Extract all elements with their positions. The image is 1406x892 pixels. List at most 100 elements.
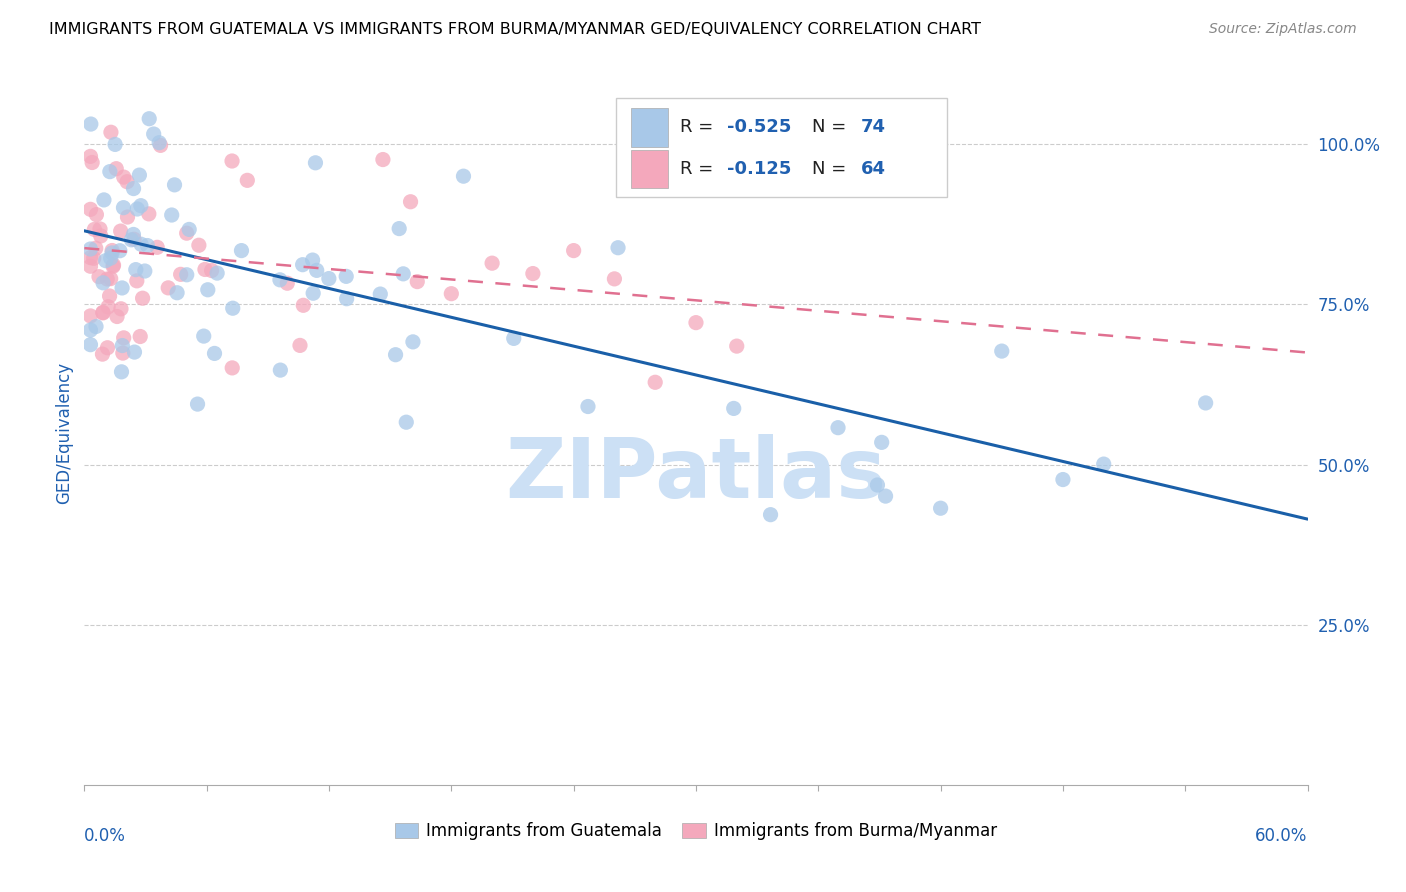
Point — [110, 365, 132, 379]
Point — [163, 178, 186, 192]
Point — [269, 273, 291, 287]
Point — [110, 224, 132, 238]
Point — [101, 244, 124, 258]
Point — [110, 301, 132, 316]
Point — [122, 227, 145, 242]
Point — [98, 289, 121, 303]
Point — [79, 337, 101, 351]
Text: R =: R = — [681, 119, 718, 136]
Text: Source: ZipAtlas.com: Source: ZipAtlas.com — [1209, 22, 1357, 37]
Point — [1195, 396, 1218, 410]
Point — [169, 268, 191, 282]
Point — [104, 137, 127, 152]
Y-axis label: GED/Equivalency: GED/Equivalency — [55, 361, 73, 504]
Point — [79, 323, 101, 337]
Point — [685, 316, 707, 330]
Point — [142, 127, 165, 141]
Point — [204, 346, 226, 360]
Point — [91, 305, 114, 319]
Point — [124, 345, 146, 359]
Point — [392, 267, 415, 281]
Text: 60.0%: 60.0% — [1256, 827, 1308, 846]
Point — [221, 360, 243, 375]
Point — [101, 246, 124, 260]
Point — [292, 298, 315, 312]
Point — [481, 256, 503, 270]
Point — [82, 155, 104, 169]
Point — [108, 244, 131, 258]
Point — [89, 222, 111, 236]
Point — [129, 199, 152, 213]
Point — [371, 153, 394, 167]
Point — [305, 263, 328, 277]
Point — [1092, 457, 1115, 471]
Point — [759, 508, 782, 522]
Point — [136, 238, 159, 252]
Point — [128, 168, 150, 182]
Point — [100, 271, 122, 285]
Point — [122, 181, 145, 195]
Point — [97, 300, 120, 314]
Text: IMMIGRANTS FROM GUATEMALA VS IMMIGRANTS FROM BURMA/MYANMAR GED/EQUIVALENCY CORRE: IMMIGRANTS FROM GUATEMALA VS IMMIGRANTS … — [49, 22, 981, 37]
Point — [91, 306, 114, 320]
Point — [388, 221, 411, 235]
Point — [148, 136, 170, 150]
Point — [395, 415, 418, 429]
Point — [166, 285, 188, 300]
Point — [194, 262, 217, 277]
Point — [453, 169, 475, 184]
Point — [440, 286, 463, 301]
Point — [399, 194, 422, 209]
Point — [222, 301, 245, 316]
Point — [90, 229, 112, 244]
Point — [562, 244, 585, 258]
Point — [205, 266, 228, 280]
Point — [336, 292, 359, 306]
Point — [96, 341, 118, 355]
Text: -0.525: -0.525 — [727, 119, 792, 136]
Point — [723, 401, 745, 416]
Point — [603, 272, 626, 286]
Point — [827, 420, 849, 434]
Point — [302, 286, 325, 301]
Point — [111, 346, 134, 360]
Point — [991, 344, 1014, 359]
Point — [112, 170, 135, 185]
Point — [304, 156, 326, 170]
Point — [117, 210, 139, 224]
Point — [100, 251, 122, 265]
Point — [98, 164, 121, 178]
Point — [127, 202, 149, 216]
Point — [103, 258, 125, 272]
Point — [79, 259, 101, 273]
Point — [269, 363, 291, 377]
Point — [193, 329, 215, 343]
Point — [402, 334, 425, 349]
Text: 74: 74 — [860, 119, 886, 136]
Point — [502, 331, 524, 345]
Point — [129, 329, 152, 343]
Point — [105, 161, 128, 176]
Point — [91, 276, 114, 290]
Point — [276, 277, 298, 291]
Point — [236, 173, 259, 187]
Point — [187, 397, 209, 411]
Point — [607, 241, 630, 255]
Text: -0.125: -0.125 — [727, 160, 792, 178]
Point — [138, 112, 160, 126]
Point — [522, 267, 544, 281]
Point — [1052, 473, 1074, 487]
Text: 64: 64 — [860, 160, 886, 178]
Legend: Immigrants from Guatemala, Immigrants from Burma/Myanmar: Immigrants from Guatemala, Immigrants fr… — [388, 816, 1004, 847]
Point — [929, 501, 952, 516]
Point — [318, 271, 340, 285]
Point — [291, 258, 314, 272]
Point — [200, 263, 222, 277]
Point — [335, 269, 357, 284]
Text: ZIPatlas: ZIPatlas — [506, 434, 886, 516]
Point — [87, 269, 110, 284]
Point — [368, 287, 391, 301]
Point — [176, 226, 198, 240]
Text: R =: R = — [681, 160, 718, 178]
Point — [80, 117, 103, 131]
